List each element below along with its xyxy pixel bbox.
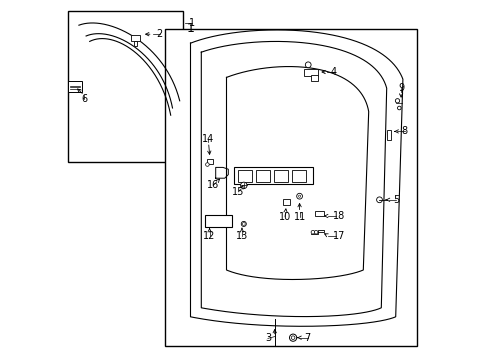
Bar bbox=[68, 81, 81, 92]
Text: 7: 7 bbox=[303, 333, 309, 343]
Circle shape bbox=[296, 193, 302, 199]
Bar bbox=[291, 170, 306, 182]
Circle shape bbox=[314, 230, 317, 234]
Bar bbox=[68, 11, 183, 162]
Text: 2: 2 bbox=[156, 29, 162, 39]
Bar bbox=[314, 211, 323, 216]
Text: 18: 18 bbox=[332, 211, 344, 221]
Text: 9: 9 bbox=[397, 83, 404, 93]
Bar bbox=[238, 170, 252, 182]
Circle shape bbox=[241, 221, 246, 226]
Text: 14: 14 bbox=[202, 134, 214, 144]
Circle shape bbox=[310, 230, 314, 234]
Text: 12: 12 bbox=[203, 231, 215, 241]
Text: 15: 15 bbox=[232, 187, 244, 197]
Bar bbox=[204, 215, 231, 227]
Bar bbox=[310, 75, 317, 81]
Bar bbox=[206, 159, 213, 164]
Text: 4: 4 bbox=[330, 67, 336, 77]
Circle shape bbox=[289, 334, 296, 341]
Bar bbox=[165, 29, 416, 346]
Bar bbox=[283, 199, 289, 205]
Text: 8: 8 bbox=[400, 126, 407, 136]
Bar bbox=[303, 69, 318, 76]
Circle shape bbox=[291, 336, 294, 339]
Bar bbox=[386, 130, 390, 140]
Text: 5: 5 bbox=[392, 195, 398, 205]
Circle shape bbox=[305, 62, 310, 68]
Text: 17: 17 bbox=[332, 231, 345, 241]
Text: 16: 16 bbox=[206, 180, 219, 190]
Text: 1: 1 bbox=[188, 18, 194, 28]
Bar bbox=[256, 170, 270, 182]
Circle shape bbox=[205, 163, 209, 166]
Text: 3: 3 bbox=[265, 333, 271, 343]
Circle shape bbox=[394, 99, 399, 103]
Text: 13: 13 bbox=[235, 231, 247, 241]
Circle shape bbox=[298, 195, 300, 197]
Circle shape bbox=[242, 222, 244, 225]
Bar bbox=[131, 35, 140, 41]
Text: 6: 6 bbox=[81, 94, 87, 104]
Bar bbox=[133, 41, 137, 46]
Circle shape bbox=[397, 106, 400, 110]
Bar bbox=[273, 170, 288, 182]
Bar bbox=[233, 167, 312, 184]
Text: 11: 11 bbox=[293, 212, 305, 222]
Circle shape bbox=[376, 197, 382, 203]
Text: 10: 10 bbox=[279, 212, 291, 222]
Text: 1: 1 bbox=[186, 22, 194, 35]
Circle shape bbox=[240, 182, 246, 189]
